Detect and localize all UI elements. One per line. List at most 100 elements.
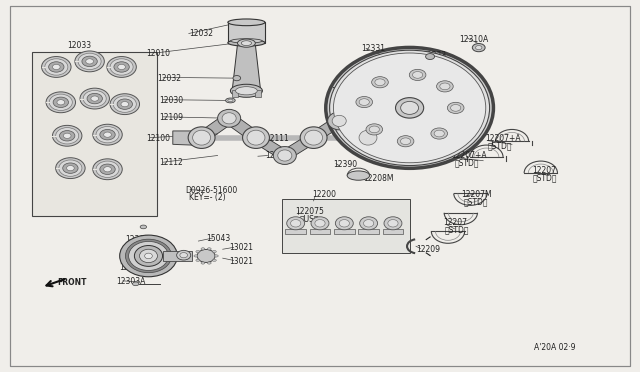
Ellipse shape — [52, 64, 60, 70]
Ellipse shape — [214, 255, 218, 257]
Polygon shape — [191, 118, 239, 138]
Ellipse shape — [117, 99, 132, 109]
Ellipse shape — [375, 79, 385, 86]
Ellipse shape — [96, 126, 119, 143]
Ellipse shape — [447, 102, 464, 113]
Text: 〈STD〉: 〈STD〉 — [463, 197, 488, 206]
Ellipse shape — [384, 217, 402, 230]
Ellipse shape — [247, 130, 265, 145]
Text: 12207: 12207 — [443, 218, 467, 227]
Ellipse shape — [145, 253, 152, 259]
Ellipse shape — [326, 47, 493, 168]
Text: 12310A: 12310A — [460, 35, 489, 44]
Ellipse shape — [100, 129, 115, 140]
Ellipse shape — [91, 96, 99, 101]
Ellipse shape — [57, 100, 65, 105]
Polygon shape — [275, 138, 324, 155]
Ellipse shape — [93, 124, 122, 145]
Ellipse shape — [140, 249, 157, 263]
Text: 12331: 12331 — [362, 44, 385, 53]
Ellipse shape — [228, 99, 233, 102]
Ellipse shape — [300, 127, 327, 148]
Ellipse shape — [67, 166, 74, 171]
Ellipse shape — [278, 150, 292, 161]
Ellipse shape — [114, 62, 129, 72]
Ellipse shape — [451, 105, 461, 111]
Text: 12207M: 12207M — [461, 190, 492, 199]
Text: 13021: 13021 — [229, 243, 253, 252]
Ellipse shape — [110, 59, 133, 75]
Ellipse shape — [196, 259, 200, 262]
Ellipse shape — [230, 84, 262, 97]
Ellipse shape — [96, 161, 119, 177]
Ellipse shape — [228, 39, 265, 46]
Polygon shape — [232, 45, 260, 89]
Ellipse shape — [311, 217, 329, 230]
Ellipse shape — [86, 59, 93, 64]
Text: 13021: 13021 — [229, 257, 253, 266]
Text: 12112: 12112 — [159, 158, 182, 167]
Ellipse shape — [372, 77, 388, 88]
Text: KEY=- (2): KEY=- (2) — [189, 193, 225, 202]
Ellipse shape — [82, 56, 97, 67]
Text: 12390: 12390 — [333, 160, 357, 169]
Ellipse shape — [75, 51, 104, 72]
Ellipse shape — [348, 171, 370, 180]
Text: 12333: 12333 — [422, 51, 447, 60]
Text: 12010: 12010 — [146, 49, 170, 58]
Ellipse shape — [93, 159, 122, 180]
Ellipse shape — [46, 92, 76, 113]
Ellipse shape — [121, 102, 129, 107]
Ellipse shape — [328, 112, 351, 130]
Ellipse shape — [56, 158, 85, 179]
Text: 12100: 12100 — [146, 134, 170, 143]
Ellipse shape — [230, 116, 238, 121]
Ellipse shape — [355, 127, 381, 148]
Ellipse shape — [397, 136, 414, 147]
Ellipse shape — [177, 250, 191, 260]
Ellipse shape — [53, 97, 68, 108]
Ellipse shape — [396, 97, 424, 118]
Text: 12033: 12033 — [67, 41, 92, 50]
Ellipse shape — [434, 130, 444, 137]
Ellipse shape — [410, 69, 426, 80]
Text: （US）: （US） — [300, 214, 319, 223]
Ellipse shape — [196, 250, 200, 253]
Ellipse shape — [63, 133, 71, 138]
Ellipse shape — [104, 167, 111, 172]
Ellipse shape — [125, 239, 172, 273]
Ellipse shape — [45, 59, 68, 75]
Ellipse shape — [426, 54, 435, 60]
Text: 12303C: 12303C — [119, 263, 148, 272]
Text: 12111: 12111 — [266, 151, 289, 160]
Polygon shape — [228, 22, 265, 43]
Ellipse shape — [315, 219, 325, 227]
Text: 12207+A: 12207+A — [485, 134, 521, 143]
Ellipse shape — [83, 90, 106, 107]
Ellipse shape — [212, 250, 216, 253]
Text: 12032: 12032 — [189, 29, 212, 38]
Ellipse shape — [222, 113, 236, 124]
Ellipse shape — [431, 128, 447, 139]
Bar — [232, 90, 238, 97]
Text: 15043: 15043 — [206, 234, 230, 243]
Ellipse shape — [110, 94, 140, 115]
Ellipse shape — [107, 57, 136, 77]
Ellipse shape — [243, 127, 269, 148]
Ellipse shape — [233, 76, 241, 81]
Ellipse shape — [335, 217, 353, 230]
Ellipse shape — [207, 248, 211, 250]
Text: FRONT: FRONT — [58, 278, 87, 287]
Ellipse shape — [100, 164, 115, 174]
Bar — [334, 229, 355, 234]
Ellipse shape — [369, 126, 380, 133]
Ellipse shape — [440, 83, 450, 90]
Text: D0926-51600: D0926-51600 — [186, 186, 238, 195]
Text: 〈STD〉: 〈STD〉 — [488, 141, 512, 150]
Polygon shape — [303, 121, 349, 138]
Ellipse shape — [134, 246, 163, 266]
Polygon shape — [368, 129, 400, 146]
Text: 12207+A: 12207+A — [451, 151, 487, 160]
Ellipse shape — [118, 64, 125, 70]
Ellipse shape — [194, 255, 198, 257]
